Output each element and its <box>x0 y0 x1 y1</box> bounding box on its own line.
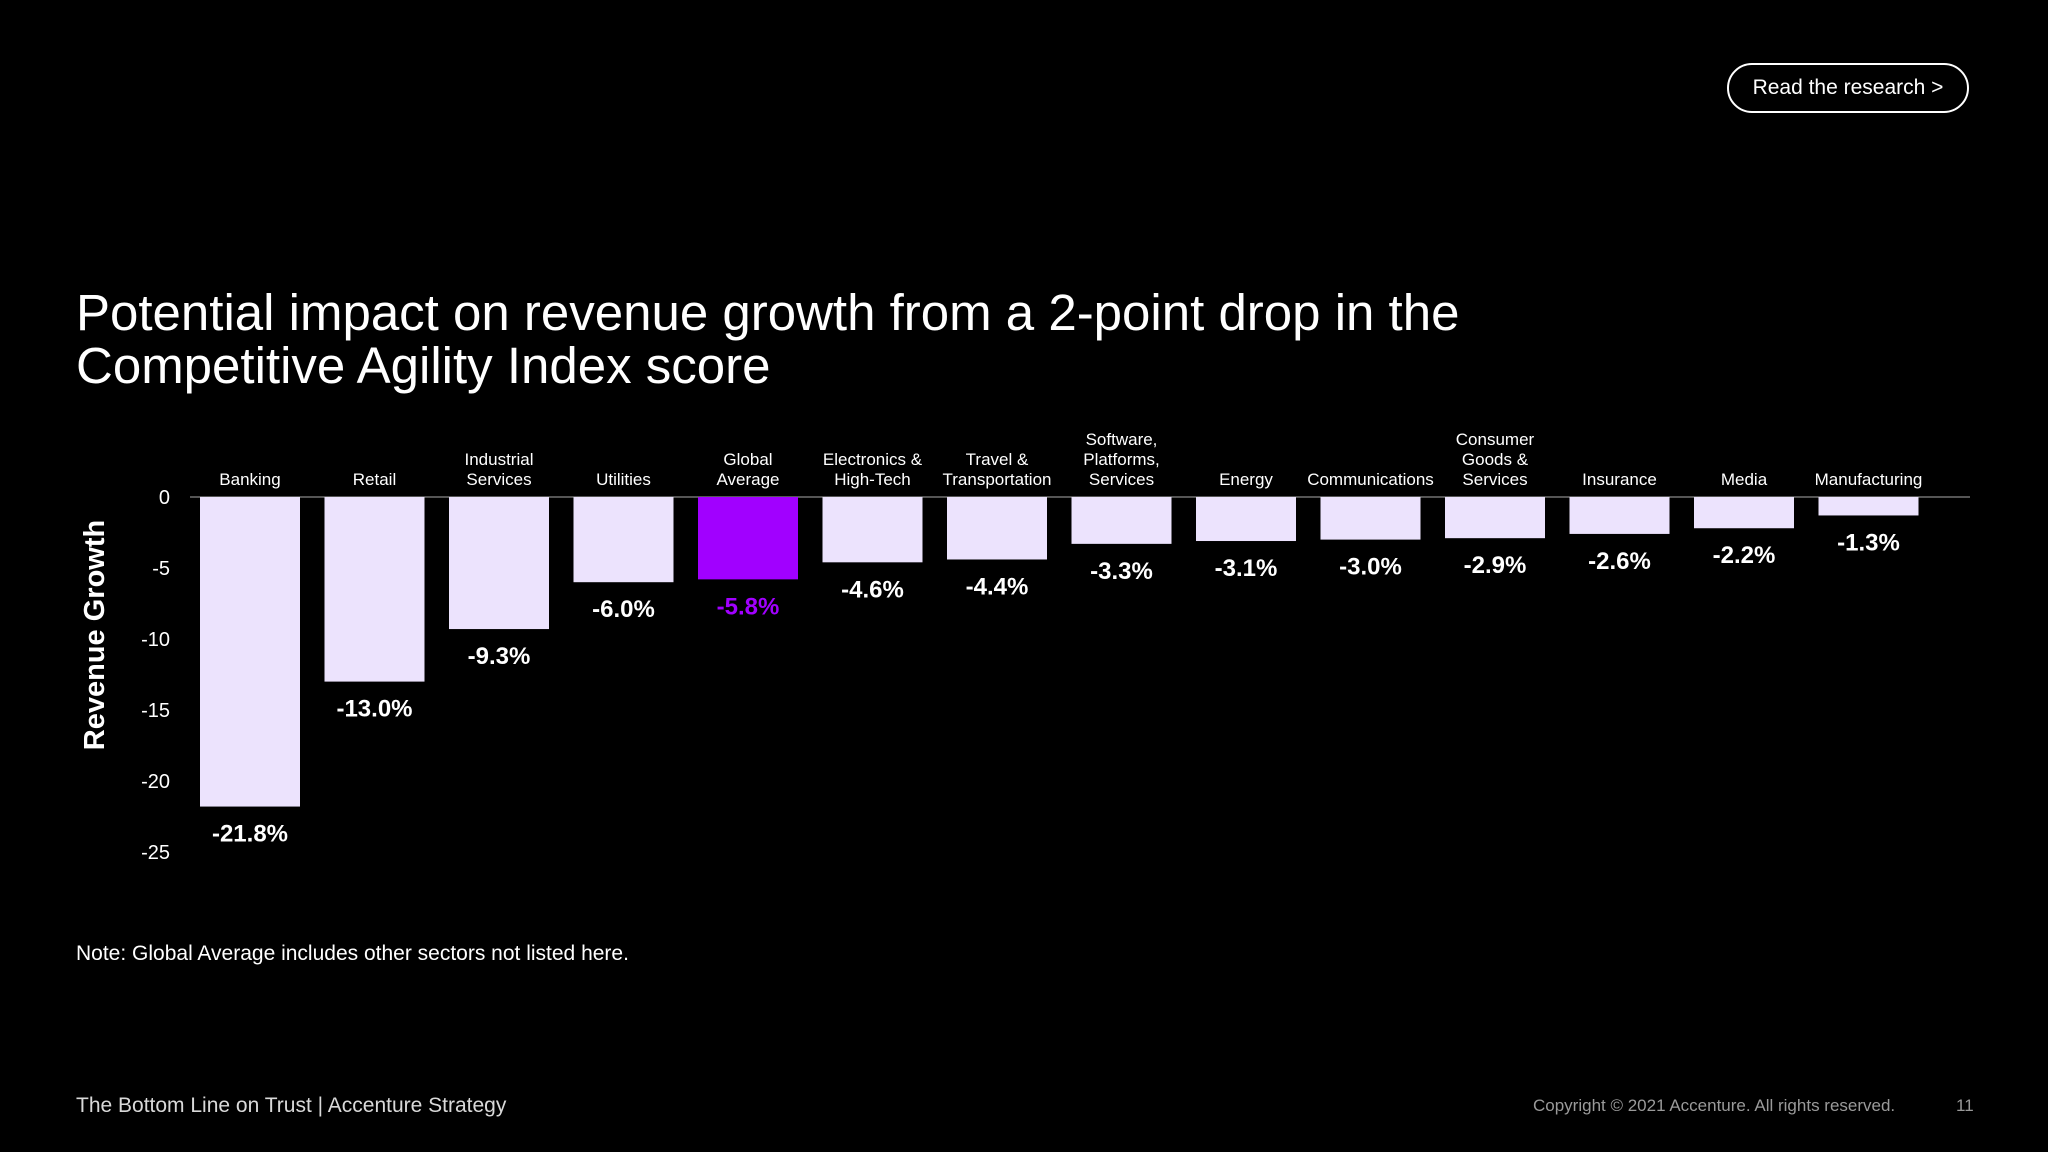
category-label-line: Retail <box>353 470 396 489</box>
category-label-line: Electronics & <box>823 450 923 469</box>
data-label: -13.0% <box>336 696 412 723</box>
category-label-line: Services <box>1462 470 1527 489</box>
data-label: -4.4% <box>966 573 1029 600</box>
category-label-line: Services <box>1089 470 1154 489</box>
bar <box>1445 497 1545 539</box>
chart-note: Note: Global Average includes other sect… <box>76 942 629 965</box>
y-tick-label: -25 <box>141 842 170 864</box>
category-label: Manufacturing <box>1815 470 1923 489</box>
y-tick-label: -15 <box>141 700 170 722</box>
data-label: -2.9% <box>1464 552 1527 579</box>
category-label: Retail <box>353 470 396 489</box>
category-label-line: Industrial <box>465 450 534 469</box>
bar <box>200 497 300 807</box>
bar <box>1694 497 1794 529</box>
bar <box>1569 497 1670 534</box>
y-tick-label: -5 <box>152 558 170 580</box>
y-axis-label: Revenue Growth <box>79 520 111 750</box>
data-label: -2.2% <box>1713 542 1776 569</box>
category-label-line: Services <box>466 470 531 489</box>
category-label-line: Travel & <box>966 450 1029 469</box>
category-label-line: Energy <box>1219 470 1273 489</box>
data-label: -6.0% <box>592 596 655 623</box>
bar <box>1320 497 1421 540</box>
category-label: Software, Platforms, Services <box>1083 430 1160 489</box>
category-label: Electronics & High-Tech <box>823 450 923 489</box>
page-title: Potential impact on revenue growth from … <box>76 284 1460 394</box>
bar <box>1818 497 1919 516</box>
bar <box>698 497 798 580</box>
bar <box>822 497 923 563</box>
category-label: Global Average <box>716 450 779 489</box>
category-label: Banking <box>219 470 280 489</box>
category-label: Energy <box>1219 470 1273 489</box>
category-label: Consumer Goods & Services <box>1456 430 1535 489</box>
category-label: Travel & Transportation <box>943 450 1052 489</box>
category-label-line: Manufacturing <box>1815 470 1923 489</box>
data-label: -5.8% <box>717 593 780 620</box>
bar <box>947 497 1047 560</box>
category-label-line: Consumer <box>1456 430 1535 449</box>
data-label: -9.3% <box>468 643 531 670</box>
data-label: -3.0% <box>1339 554 1402 581</box>
bar <box>1196 497 1296 542</box>
bar <box>449 497 549 630</box>
category-label-line: High-Tech <box>834 470 911 489</box>
revenue-growth-chart: 0 -5 -10 -15 -20 -25 Revenue Growth -21.8% Banki… <box>79 430 1970 864</box>
category-label: Utilities <box>596 470 651 489</box>
copyright-text: Copyright © 2021 Accenture. All rights r… <box>1533 1096 1896 1115</box>
category-label: Media <box>1721 470 1768 489</box>
category-label-line: Average <box>716 470 779 489</box>
category-label-line: Utilities <box>596 470 651 489</box>
footer-title: The Bottom Line on Trust | Accenture Str… <box>76 1094 507 1117</box>
bar <box>1071 497 1172 544</box>
y-tick-label: -10 <box>141 629 170 651</box>
data-label: -4.6% <box>841 576 904 603</box>
category-label-line: Goods & <box>1462 450 1529 469</box>
category-label-line: Media <box>1721 470 1768 489</box>
data-label: -3.1% <box>1215 555 1278 582</box>
read-research-button[interactable]: Read the research > <box>1727 63 1969 113</box>
bar <box>324 497 425 682</box>
category-label-line: Communications <box>1307 470 1434 489</box>
category-label: Industrial Services <box>465 450 534 489</box>
category-label: Insurance <box>1582 470 1657 489</box>
page-number: 11 <box>1956 1096 1974 1115</box>
category-label-line: Software, <box>1086 430 1158 449</box>
category-label-line: Banking <box>219 470 280 489</box>
category-label: Communications <box>1307 470 1434 489</box>
category-label-line: Platforms, <box>1083 450 1160 469</box>
data-label: -3.3% <box>1090 558 1153 585</box>
y-tick-label: 0 <box>159 487 170 509</box>
category-label-line: Insurance <box>1582 470 1657 489</box>
category-label-line: Transportation <box>943 470 1052 489</box>
bar <box>573 497 674 583</box>
data-label: -2.6% <box>1588 548 1651 575</box>
data-label: -1.3% <box>1837 529 1900 556</box>
y-tick-label: -20 <box>141 771 170 793</box>
category-label-line: Global <box>723 450 772 469</box>
data-label: -21.8% <box>212 821 288 848</box>
